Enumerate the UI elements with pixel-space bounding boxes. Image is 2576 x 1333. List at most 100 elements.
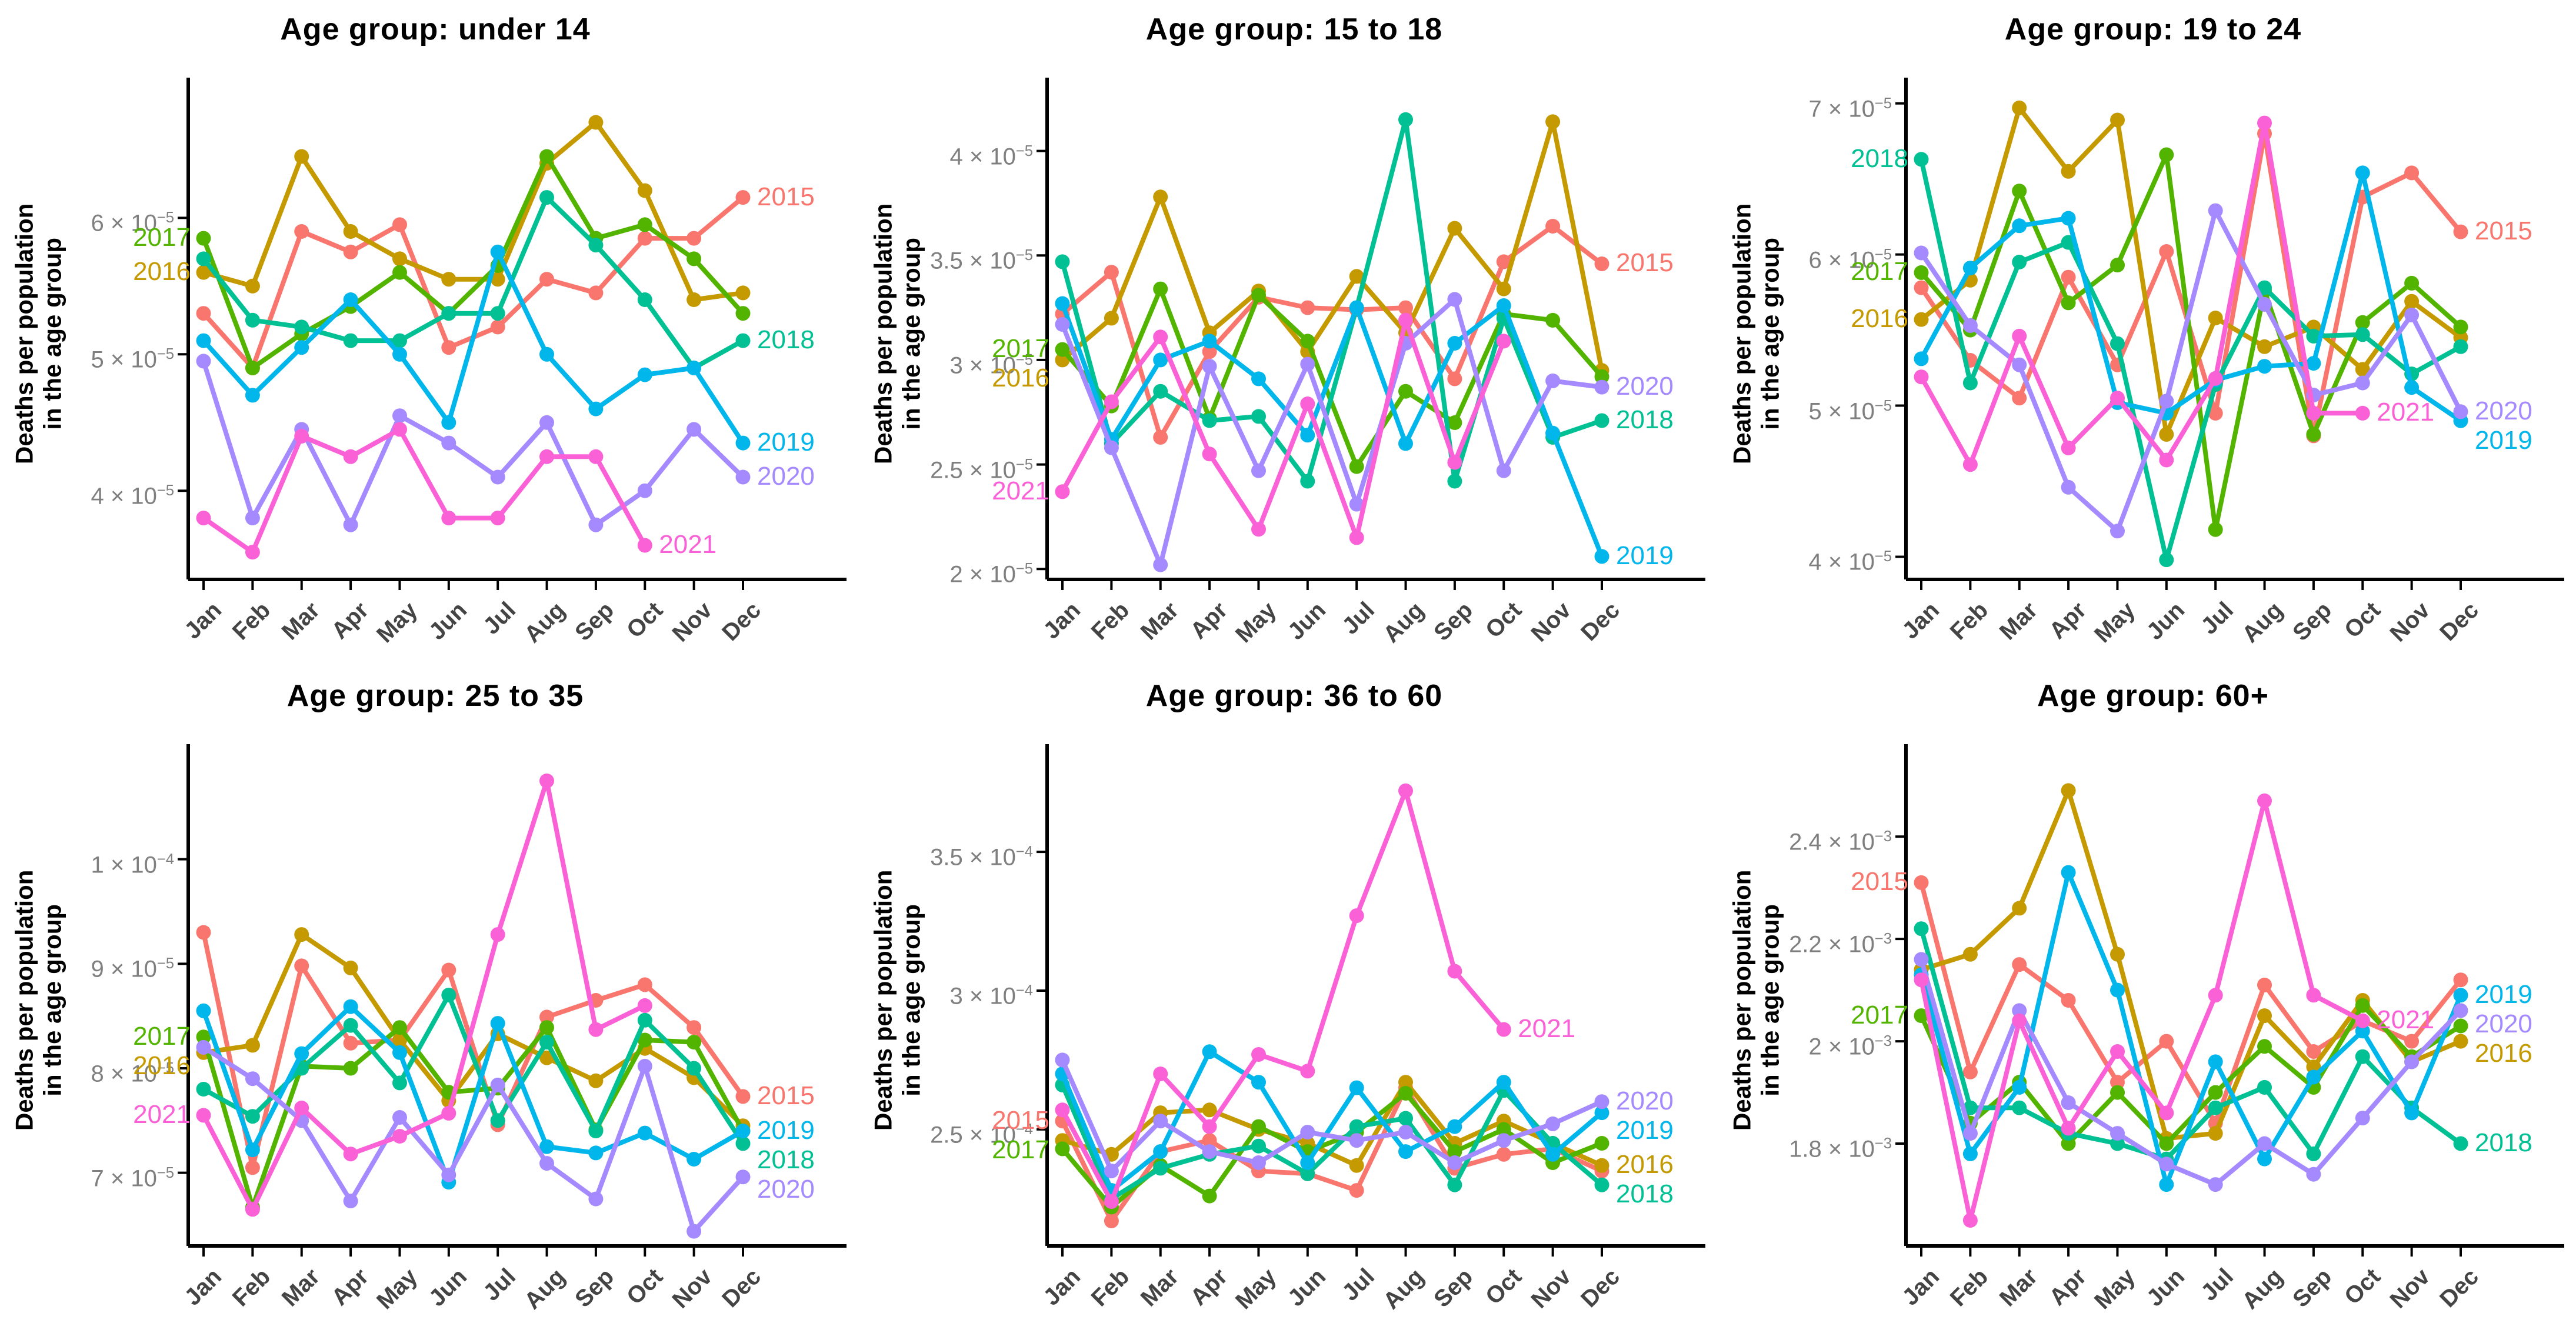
data-point-2020 — [2404, 1054, 2420, 1069]
data-point-2021 — [2208, 371, 2223, 386]
series-2015 — [196, 925, 751, 1175]
data-point-2020 — [1153, 557, 1168, 572]
data-point-2020 — [1349, 1133, 1364, 1148]
data-point-2016 — [637, 183, 652, 198]
data-point-2020 — [1447, 1155, 1462, 1170]
data-point-2019 — [1398, 436, 1413, 451]
series-line-2015 — [1060, 1085, 1604, 1224]
data-point-2017 — [1398, 1086, 1413, 1101]
chart-svg — [178, 744, 847, 1257]
data-point-2020 — [2306, 1167, 2321, 1182]
data-point-2015 — [441, 340, 456, 355]
data-point-2020 — [1251, 1155, 1266, 1170]
data-point-2016 — [2061, 164, 2076, 179]
data-point-2019 — [1349, 1080, 1364, 1095]
data-point-2020 — [1962, 318, 1978, 333]
series-2018 — [1055, 112, 1609, 489]
data-point-2017 — [2257, 1039, 2272, 1054]
data-point-2020 — [588, 517, 604, 532]
data-point-2021 — [588, 449, 604, 464]
y-tick-label: 5 × 10−5 — [1808, 397, 1892, 424]
data-point-2020 — [490, 469, 505, 485]
data-point-2020 — [490, 1077, 505, 1092]
data-point-2017 — [1251, 288, 1266, 303]
year-label-2021: 2021 — [133, 1099, 191, 1129]
data-point-2018 — [1914, 152, 1929, 167]
data-point-2017 — [539, 149, 554, 164]
data-point-2017 — [343, 1061, 358, 1076]
data-point-2019 — [490, 244, 505, 259]
data-point-2021 — [588, 1022, 604, 1037]
data-point-2016 — [2404, 294, 2420, 309]
series-line-2016 — [201, 120, 745, 302]
data-point-2018 — [735, 1136, 751, 1151]
facet-panel-19-to-24: Age group: 19 to 24 Deaths per populatio… — [1718, 0, 2576, 666]
data-point-2016 — [2012, 901, 2027, 916]
data-point-2021 — [1104, 1194, 1119, 1209]
data-point-2021 — [1104, 394, 1119, 409]
year-label-2021: 2021 — [2377, 398, 2435, 427]
data-point-2021 — [1398, 312, 1413, 328]
data-point-2020 — [687, 422, 702, 437]
data-point-2016 — [588, 1073, 604, 1088]
data-point-2018 — [2208, 1100, 2223, 1115]
data-point-2015 — [1914, 875, 1929, 890]
series-2018 — [1914, 152, 2468, 568]
panel-title: Age group: 60+ — [2037, 679, 2269, 713]
data-point-2021 — [1349, 530, 1364, 545]
data-point-2017 — [2012, 184, 2027, 199]
data-point-2016 — [294, 927, 309, 942]
data-point-2015 — [1202, 1133, 1217, 1148]
series-line-2021 — [201, 778, 648, 1212]
data-point-2018 — [2110, 336, 2125, 351]
year-label-2020: 2020 — [1616, 1086, 1674, 1115]
data-point-2017 — [637, 217, 652, 232]
data-point-2020 — [2061, 479, 2076, 495]
data-point-2019 — [441, 415, 456, 430]
data-point-2015 — [392, 217, 407, 232]
data-point-2016 — [2208, 1126, 2223, 1141]
data-point-2021 — [1202, 446, 1217, 462]
year-label-2018: 2018 — [757, 325, 815, 355]
data-point-2018 — [1153, 384, 1168, 399]
data-point-2018 — [588, 1124, 604, 1139]
data-point-2018 — [1594, 413, 1609, 428]
data-point-2016 — [245, 1038, 260, 1053]
y-tick-label: 8 × 10−5 — [91, 1059, 174, 1087]
data-point-2017 — [2453, 1018, 2468, 1034]
data-point-2021 — [392, 1129, 407, 1144]
y-tick-label: 2.4 × 10−3 — [1789, 828, 1892, 855]
data-point-2018 — [2257, 1079, 2272, 1095]
year-label-2015: 2015 — [1851, 867, 1908, 897]
data-point-2018 — [588, 238, 604, 253]
series-line-2019 — [1919, 170, 2463, 424]
data-point-2017 — [1447, 415, 1462, 430]
data-point-2020 — [539, 1156, 554, 1171]
facet-panel-15-to-18: Age group: 15 to 18 Deaths per populatio… — [859, 0, 1717, 666]
data-point-2018 — [1153, 1161, 1168, 1176]
data-point-2020 — [245, 511, 260, 526]
data-point-2016 — [1496, 281, 1511, 296]
data-point-2016 — [392, 251, 407, 266]
data-point-2017 — [1055, 342, 1070, 357]
data-point-2019 — [2355, 165, 2370, 181]
data-point-2021 — [2012, 1013, 2027, 1028]
year-label-2021: 2021 — [1518, 1014, 1576, 1044]
data-point-2021 — [196, 1108, 211, 1123]
data-point-2021 — [1447, 455, 1462, 470]
data-point-2021 — [2306, 405, 2321, 421]
data-point-2019 — [490, 1016, 505, 1031]
series-2015 — [1914, 875, 2468, 1131]
series-line-2018 — [201, 195, 745, 371]
series-line-2015 — [1919, 131, 2463, 438]
data-point-2015 — [2159, 1034, 2174, 1049]
data-point-2015 — [2159, 244, 2174, 259]
data-point-2019 — [2159, 1177, 2174, 1192]
data-point-2020 — [1398, 1125, 1413, 1140]
series-line-2020 — [1919, 957, 2463, 1187]
year-label-2018: 2018 — [2475, 1128, 2532, 1158]
data-point-2015 — [1104, 1214, 1119, 1228]
data-point-2019 — [1594, 549, 1609, 564]
data-point-2015 — [1962, 1064, 1978, 1079]
